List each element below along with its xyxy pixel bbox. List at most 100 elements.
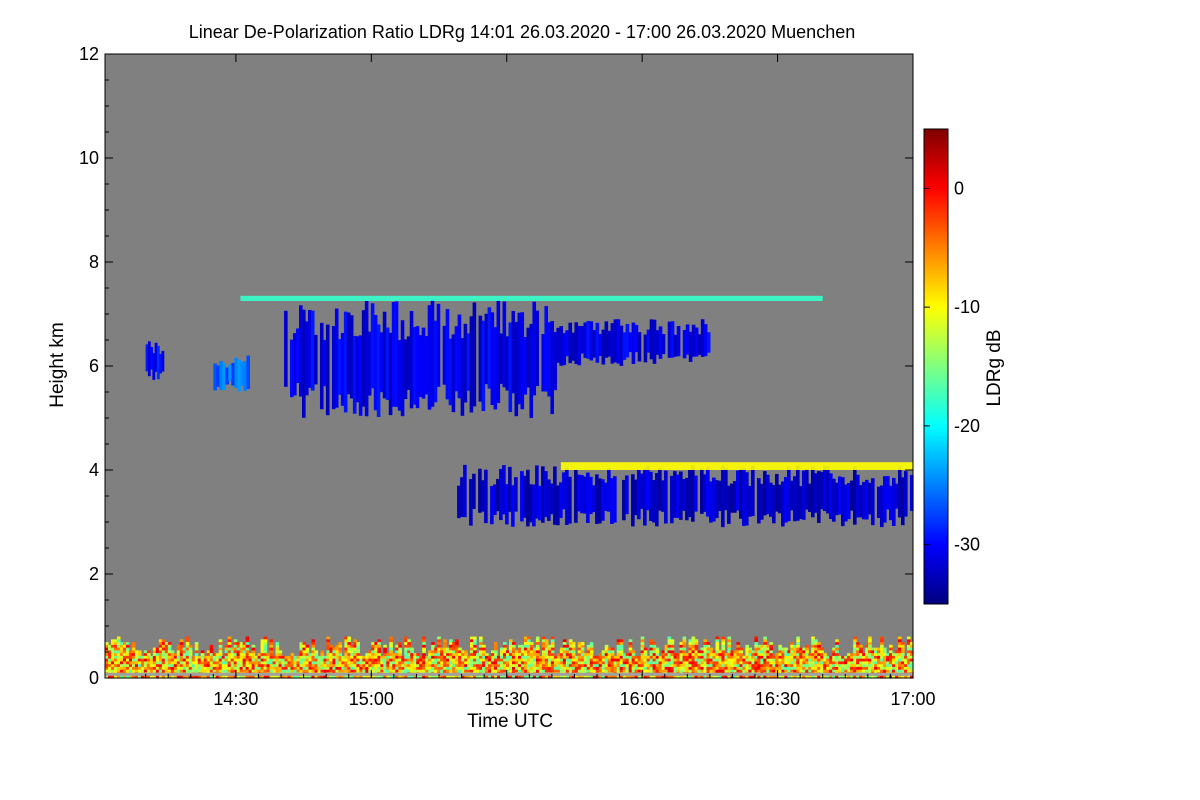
heatmap-cell [685, 477, 689, 521]
heatmap-cell [586, 650, 591, 654]
heatmap-cell [604, 669, 609, 674]
heatmap-cell [290, 666, 295, 671]
heatmap-cell [793, 653, 797, 657]
heatmap-cell [655, 669, 660, 674]
heatmap-cell [431, 650, 435, 654]
heatmap-cell [550, 653, 555, 657]
heatmap-cell [763, 675, 767, 679]
heatmap-cell [706, 664, 711, 668]
heatmap-cell [514, 664, 519, 668]
heatmap-cell [676, 666, 681, 671]
heatmap-cell [332, 675, 337, 679]
heatmap-cell [748, 653, 752, 657]
heatmap-cell [156, 345, 160, 380]
heatmap-cell [281, 661, 286, 665]
heatmap-cell [658, 655, 663, 660]
heatmap-cell [850, 669, 854, 674]
heatmap-cell [422, 669, 426, 674]
heatmap-cell [790, 669, 794, 674]
heatmap-cell [670, 661, 675, 665]
heatmap-cell [757, 644, 761, 649]
heatmap-cell [604, 321, 609, 358]
heatmap-cell [137, 666, 142, 671]
heatmap-cell [362, 658, 366, 663]
heatmap-cell [128, 655, 133, 660]
heatmap-cell [395, 650, 399, 654]
x-tick-label: 15:00 [349, 689, 394, 709]
heatmap-cell [371, 644, 375, 649]
heatmap-cell [122, 669, 127, 674]
heatmap-cell [763, 669, 767, 674]
heatmap-cell [877, 486, 881, 519]
heatmap-cell [371, 650, 375, 654]
heatmap-cell [658, 658, 663, 663]
heatmap-cell [134, 675, 139, 679]
heatmap-cell [164, 650, 169, 654]
heatmap-cell [607, 658, 612, 663]
heatmap-cell [302, 642, 307, 646]
heatmap-cell [871, 661, 875, 665]
heatmap-cell [904, 658, 908, 663]
y-tick-label: 0 [89, 668, 99, 688]
heatmap-cell [353, 666, 357, 671]
heatmap-cell [586, 664, 591, 668]
heatmap-cell [799, 675, 803, 679]
heatmap-cell [179, 666, 184, 671]
heatmap-cell [577, 664, 582, 668]
heatmap-cell [188, 647, 193, 651]
heatmap-cell [389, 655, 393, 660]
heatmap-cell [443, 642, 447, 646]
heatmap-cell [131, 650, 136, 654]
heatmap-cell [706, 655, 711, 660]
heatmap-cell [514, 666, 519, 671]
heatmap-cell [826, 658, 830, 663]
heatmap-cell [224, 647, 229, 651]
heatmap-cell [649, 647, 654, 651]
heatmap-cell [143, 655, 148, 660]
heatmap-cell [284, 310, 288, 387]
heatmap-cell [754, 666, 758, 671]
heatmap-cell [901, 669, 905, 674]
heatmap-cell [278, 661, 283, 665]
heatmap-cell [637, 332, 642, 362]
heatmap-cell [871, 675, 875, 679]
heatmap-cell [901, 666, 905, 671]
heatmap-cell [137, 655, 142, 660]
heatmap-cell [718, 650, 723, 654]
heatmap-cell [218, 642, 223, 646]
heatmap-cell [856, 647, 860, 651]
heatmap-cell [389, 658, 393, 663]
heatmap-cell [607, 661, 612, 665]
heatmap-cell [907, 675, 911, 679]
heatmap-cell [697, 666, 702, 671]
heatmap-cell [835, 644, 839, 649]
heatmap-cell [601, 655, 606, 660]
heatmap-cell [511, 485, 515, 527]
heatmap-cell [703, 639, 708, 643]
heatmap-cell [257, 661, 262, 665]
heatmap-cell [500, 661, 504, 665]
heatmap-cell [550, 675, 555, 679]
heatmap-cell [838, 658, 842, 663]
heatmap-cell [541, 334, 546, 392]
heatmap-cell [389, 661, 393, 665]
heatmap-cell [392, 661, 396, 665]
heatmap-cell [850, 655, 854, 660]
heatmap-cell [206, 661, 211, 665]
heatmap-cell [458, 658, 462, 663]
heatmap-cell [661, 661, 666, 665]
heatmap-cell [520, 647, 525, 651]
heatmap-cell [293, 658, 298, 663]
heatmap-cell [400, 320, 405, 417]
heatmap-cell [197, 655, 202, 660]
heatmap-cell [491, 675, 495, 679]
heatmap-cell [476, 675, 480, 679]
heatmap-cell [131, 647, 136, 651]
heatmap-cell [167, 666, 172, 671]
heatmap-cell [239, 666, 244, 671]
heatmap-cell [245, 639, 250, 643]
heatmap-cell [485, 661, 489, 665]
heatmap-cell [715, 675, 720, 679]
heatmap-cell [505, 484, 509, 525]
heatmap-cell [263, 666, 268, 671]
